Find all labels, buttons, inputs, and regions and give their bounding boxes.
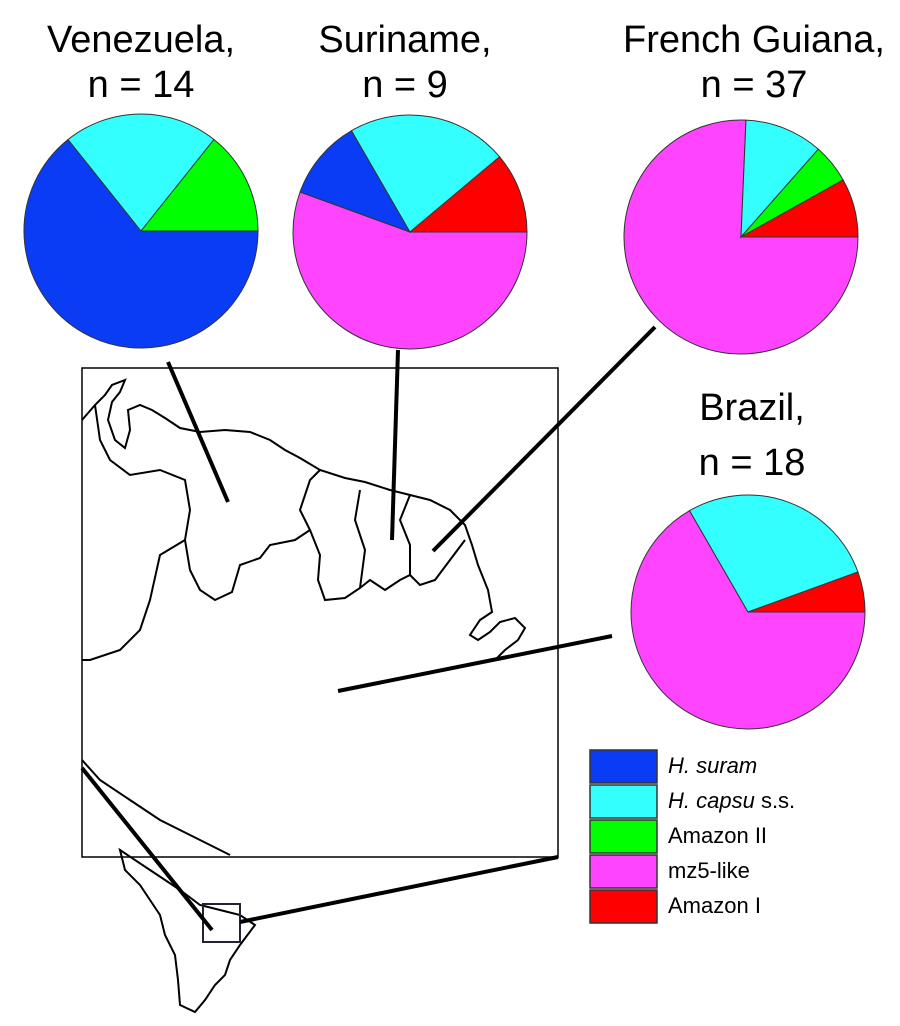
legend-text: H. suram	[668, 753, 757, 778]
legend-label: Amazon II	[668, 823, 767, 848]
legend: H. suram H. capsu s.s. Amazon II mz5-like Am…	[589, 749, 795, 924]
map-frame	[81, 367, 559, 858]
pie-subtitle: n = 14	[88, 64, 195, 106]
inset-box	[202, 903, 241, 943]
pie-slice	[688, 494, 859, 613]
pie-title: French Guiana,	[623, 19, 885, 61]
pie-slice	[747, 571, 866, 613]
pie-slice	[67, 113, 215, 232]
legend-text: Amazon I	[668, 893, 761, 918]
border	[309, 529, 466, 602]
leader-line	[390, 349, 400, 541]
pie-title: Venezuela,	[47, 19, 235, 61]
legend-label: Amazon I	[668, 893, 761, 918]
legend-label: mz5-like	[668, 858, 750, 883]
leader-line	[166, 361, 230, 503]
coastline	[81, 378, 527, 661]
pie-slice	[740, 119, 820, 239]
pie-slice	[299, 129, 412, 233]
legend-text: s.s.	[755, 788, 795, 813]
border	[94, 404, 321, 602]
pie-slice	[292, 191, 528, 350]
legend-text: mz5-like	[668, 858, 750, 883]
inset-line	[239, 855, 559, 924]
pie-slice	[23, 138, 259, 349]
legend-swatch	[589, 784, 658, 819]
pie-slice	[139, 138, 259, 232]
pie-slice	[408, 156, 528, 233]
pie-subtitle: n = 37	[701, 64, 808, 106]
pie-slice	[350, 114, 501, 233]
map	[80, 325, 657, 1014]
legend-swatch	[589, 854, 658, 889]
legend-text: Amazon II	[668, 823, 767, 848]
inset-line	[80, 766, 214, 932]
legend-swatch	[589, 749, 658, 784]
inset-continent	[118, 847, 257, 1014]
legend-swatch	[589, 819, 658, 854]
leader-line	[337, 634, 613, 693]
leader-line	[431, 325, 657, 553]
pie-title: Brazil,	[699, 387, 805, 429]
border	[82, 489, 411, 661]
legend-label: H. capsu s.s.	[668, 788, 795, 813]
pie-subtitle: n = 18	[699, 442, 806, 484]
legend-swatch	[589, 889, 658, 924]
pie-subtitle: n = 9	[362, 64, 448, 106]
pie-slice	[739, 179, 859, 238]
border	[81, 759, 231, 856]
pie-title: Suriname,	[318, 19, 491, 61]
pie-slice	[630, 509, 866, 730]
legend-label: H. suram	[668, 753, 757, 778]
legend-text: H. capsu	[668, 788, 755, 813]
